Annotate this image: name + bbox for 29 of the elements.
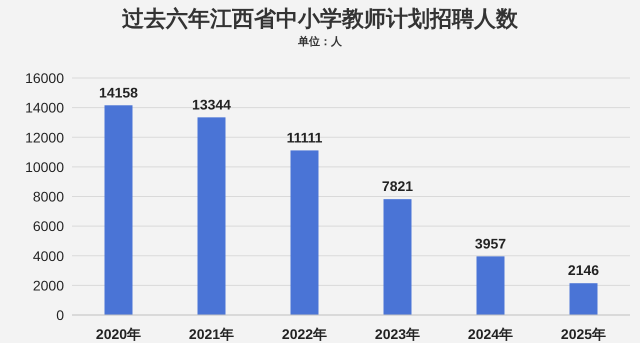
y-tick-label: 0 bbox=[56, 307, 64, 323]
chart-subtitle: 单位：人 bbox=[297, 35, 343, 48]
y-tick-label: 6000 bbox=[32, 218, 64, 234]
data-label: 13344 bbox=[192, 96, 232, 112]
data-label: 11111 bbox=[286, 129, 323, 146]
y-tick-label: 12000 bbox=[25, 129, 64, 146]
y-tick-label: 10000 bbox=[25, 158, 64, 175]
bar bbox=[570, 283, 598, 315]
data-label: 7821 bbox=[382, 178, 414, 194]
bar bbox=[104, 105, 132, 315]
y-tick-label: 16000 bbox=[25, 70, 64, 86]
y-tick-label: 4000 bbox=[32, 248, 64, 264]
y-tick-label: 2000 bbox=[32, 277, 64, 294]
bar bbox=[198, 117, 226, 315]
x-tick-label: 2024年 bbox=[468, 326, 514, 342]
data-label: 2146 bbox=[568, 262, 600, 278]
chart-title: 过去六年江西省中小学教师计划招聘人数 bbox=[121, 6, 519, 31]
x-tick-label: 2021年 bbox=[188, 326, 234, 342]
data-label: 14158 bbox=[99, 84, 138, 100]
x-tick-label: 2020年 bbox=[96, 326, 142, 342]
data-label: 3957 bbox=[474, 235, 506, 252]
x-tick-label: 2025年 bbox=[560, 326, 606, 342]
y-tick-label: 8000 bbox=[32, 188, 64, 204]
y-tick-label: 14000 bbox=[25, 100, 64, 116]
bar bbox=[384, 199, 412, 315]
x-tick-label: 2022年 bbox=[282, 326, 328, 342]
bar bbox=[476, 256, 504, 315]
x-tick-label: 2023年 bbox=[374, 326, 420, 342]
bar bbox=[290, 150, 318, 315]
